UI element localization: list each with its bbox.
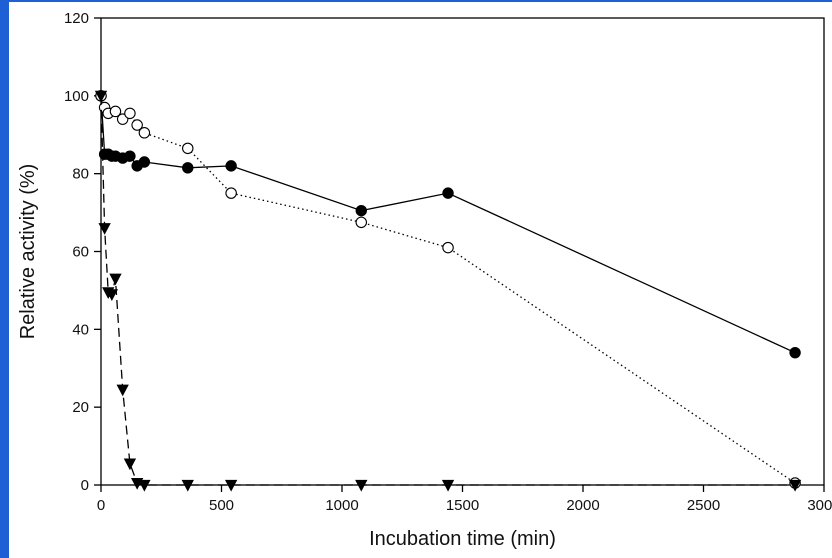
- data-point: [355, 216, 368, 229]
- plot-frame: [100, 17, 825, 486]
- y-tick-label: 20: [72, 399, 89, 416]
- data-point: [442, 187, 454, 199]
- x-tick-label: 1500: [446, 497, 479, 514]
- data-point: [109, 105, 122, 118]
- data-point: [224, 479, 238, 492]
- y-tick-label: 80: [72, 166, 89, 183]
- data-point: [789, 346, 801, 359]
- data-point: [788, 479, 802, 492]
- data-point: [98, 223, 111, 235]
- data-point: [225, 187, 237, 199]
- y-tick-label: 120: [64, 10, 89, 27]
- data-point: [355, 479, 368, 492]
- data-point: [109, 273, 122, 286]
- data-point: [182, 162, 194, 174]
- y-tick-label: 100: [64, 88, 89, 105]
- data-point: [442, 241, 454, 254]
- series-line: [100, 95, 796, 354]
- data-point: [105, 289, 119, 301]
- series-line: [100, 95, 796, 484]
- data-point: [225, 160, 237, 172]
- y-axis-label: Relative activity (%): [17, 164, 39, 340]
- series-2: [95, 90, 801, 489]
- x-tick-label: 500: [209, 497, 234, 514]
- data-point: [124, 107, 136, 120]
- data-point: [94, 90, 108, 103]
- x-tick-label: 2500: [687, 497, 720, 514]
- y-tick-label: 40: [72, 321, 89, 338]
- data-point: [131, 119, 143, 131]
- data-point: [116, 384, 129, 397]
- y-tick-label: 0: [81, 477, 89, 494]
- data-point: [138, 127, 151, 139]
- data-point: [138, 479, 151, 492]
- data-point: [124, 150, 136, 162]
- data-point: [123, 458, 137, 471]
- data-point: [181, 479, 194, 492]
- series-1: [95, 90, 801, 359]
- data-point: [138, 156, 151, 168]
- line-chart: 050010001500200025003000020406080100120 …: [17, 10, 832, 550]
- x-axis-label: Incubation time (min): [369, 528, 556, 550]
- x-tick-label: 2000: [566, 497, 599, 514]
- y-tick-label: 60: [72, 244, 89, 261]
- x-tick-label: 1000: [325, 497, 358, 514]
- data-point: [182, 142, 194, 155]
- series-layer: [94, 90, 802, 492]
- series-line: [100, 95, 796, 486]
- x-tick-label: 0: [97, 497, 105, 514]
- series-3: [94, 90, 802, 492]
- data-point: [441, 479, 455, 492]
- data-point: [355, 204, 367, 217]
